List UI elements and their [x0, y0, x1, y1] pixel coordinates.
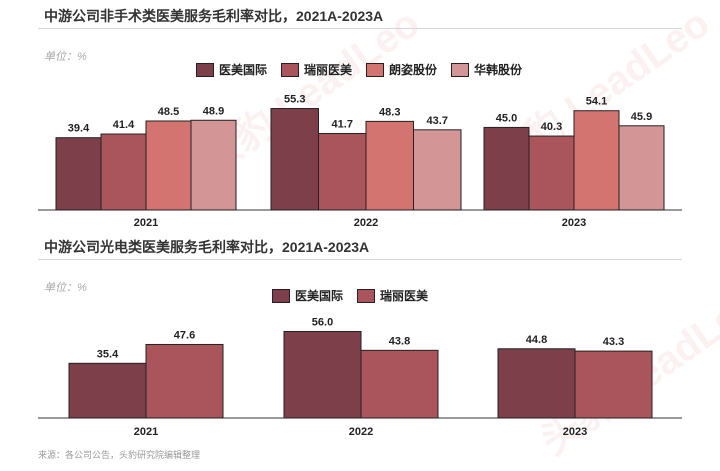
bar	[574, 350, 653, 419]
legend-swatch	[451, 62, 470, 77]
bar	[55, 137, 102, 211]
bar	[497, 348, 576, 419]
bar	[190, 119, 237, 211]
chart-1-unit-label: 单位：%	[44, 51, 87, 63]
bar	[145, 343, 224, 419]
legend-label: 瑞丽医美	[304, 63, 353, 77]
data-label: 43.3	[603, 336, 624, 348]
legend-item: 瑞丽医美	[357, 287, 428, 304]
x-tick-label: 2021	[134, 426, 158, 438]
data-label: 45.9	[631, 111, 652, 123]
chart-2-unit-label: 单位：%	[44, 282, 87, 294]
legend-swatch	[272, 288, 290, 303]
bar	[413, 129, 462, 211]
chart-1-title-rule	[38, 28, 682, 29]
legend-swatch	[357, 288, 376, 303]
chart-2-title: 中游公司光电类医美服务毛利率对比，2021A-2023A	[44, 239, 370, 255]
bar	[68, 362, 147, 419]
legend-label: 瑞丽医美	[380, 289, 429, 303]
data-label: 48.3	[379, 106, 400, 118]
x-tick-label: 2023	[563, 426, 587, 438]
legend-swatch	[281, 62, 300, 77]
bar	[360, 349, 439, 419]
data-label: 40.3	[541, 121, 562, 133]
bar	[573, 110, 620, 211]
legend-swatch	[196, 62, 214, 77]
bar	[145, 120, 192, 211]
source-note: 来源：各公司公告，头豹研究院编辑整理	[38, 450, 201, 460]
legend-item: 华韩股份	[451, 61, 522, 78]
legend-label: 华韩股份	[474, 63, 523, 77]
bar	[318, 132, 367, 211]
data-label: 35.4	[97, 348, 119, 360]
data-label: 56.0	[312, 316, 333, 328]
data-label: 48.9	[203, 105, 224, 117]
data-label: 54.1	[586, 96, 607, 108]
legend-label: 朗姿股份	[389, 63, 438, 77]
bar	[283, 330, 362, 419]
bar	[270, 108, 319, 211]
legend-item: 医美国际	[196, 61, 267, 78]
legend-label: 医美国际	[295, 289, 344, 303]
x-tick-label: 2022	[349, 426, 373, 438]
chart-1-title: 中游公司非手术类医美服务毛利率对比，2021A-2023A	[44, 8, 384, 24]
data-label: 43.8	[389, 335, 410, 347]
chart-1-legend: 医美国际 瑞丽医美 朗姿股份 华韩股份	[196, 61, 522, 78]
data-label: 41.4	[113, 119, 135, 131]
bar	[483, 126, 530, 211]
chart-2-title-rule	[38, 259, 682, 260]
data-label: 45.0	[496, 112, 517, 124]
data-label: 43.7	[427, 115, 448, 127]
data-label: 55.3	[284, 94, 305, 106]
data-label: 47.6	[174, 329, 195, 341]
data-label: 39.4	[68, 123, 90, 135]
bar	[100, 133, 147, 211]
bar	[365, 120, 414, 211]
data-label: 41.7	[332, 118, 353, 130]
legend-swatch	[366, 62, 385, 77]
legend-label: 医美国际	[219, 63, 268, 77]
x-tick-label: 2021	[134, 217, 158, 229]
chart-2-legend: 医美国际 瑞丽医美	[272, 287, 428, 304]
x-tick-label: 2023	[562, 217, 586, 229]
data-label: 48.5	[158, 106, 179, 118]
legend-item: 朗姿股份	[366, 61, 437, 78]
legend-item: 瑞丽医美	[281, 61, 352, 78]
bar	[528, 135, 575, 211]
x-tick-label: 2022	[354, 217, 378, 229]
data-label: 44.8	[526, 334, 547, 346]
legend-item: 医美国际	[272, 287, 343, 304]
bar	[618, 125, 665, 211]
